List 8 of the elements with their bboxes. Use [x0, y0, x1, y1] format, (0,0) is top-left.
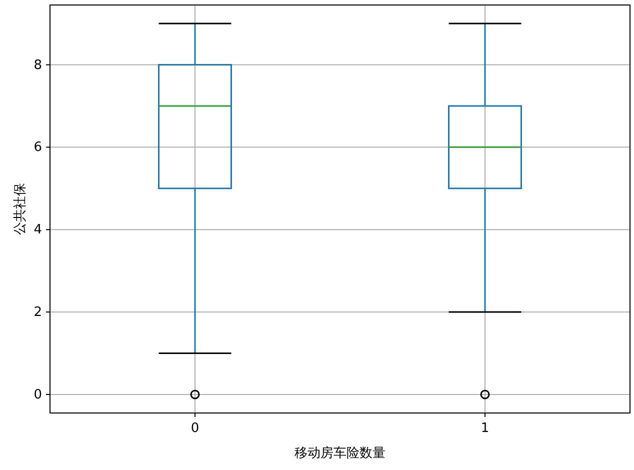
y-tick-label: 4 — [34, 222, 42, 238]
x-tick-label: 1 — [480, 421, 490, 436]
y-tick-label: 2 — [34, 305, 42, 320]
y-tick-label: 0 — [34, 387, 42, 402]
y-tick-label: 6 — [34, 140, 42, 156]
y-tick-label: 8 — [34, 58, 42, 73]
y-axis-title: 公共社保 — [13, 183, 28, 235]
x-axis-title: 移动房车险数量 — [294, 445, 386, 461]
